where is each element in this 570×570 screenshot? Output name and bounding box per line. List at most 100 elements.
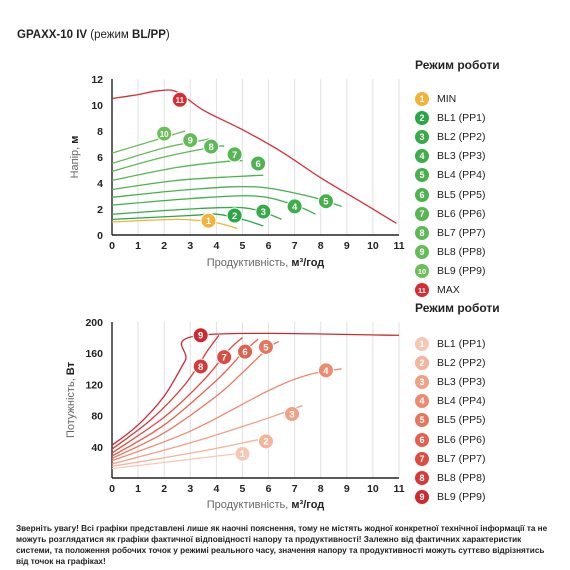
- series-marker-label: 9: [188, 136, 193, 147]
- series-marker-label: 5: [323, 197, 329, 208]
- legend-item: 5 BL5 (PP5): [415, 411, 485, 430]
- series-marker-label: 10: [160, 130, 169, 139]
- series-line-6: [111, 174, 264, 191]
- series-marker-3: [284, 406, 301, 423]
- series-line-7: [111, 159, 243, 182]
- legend-item: 1 MIN: [415, 89, 485, 108]
- x-tick-label: 2: [161, 240, 167, 252]
- series-line-7: [111, 337, 243, 454]
- x-tick-label: 6: [266, 240, 272, 252]
- y-tick-label: 4: [97, 178, 103, 190]
- legend-item: 3 BL2 (PP2): [415, 127, 485, 146]
- series-marker-6: [237, 343, 254, 360]
- legend-label: MIN: [437, 92, 457, 105]
- legend-label: BL2 (PP2): [437, 130, 486, 143]
- head-legend-title: Режим роботи: [415, 58, 500, 72]
- series-marker-7: [226, 146, 243, 163]
- x-tick-label: 7: [292, 483, 298, 495]
- y-tick-label: 40: [91, 442, 103, 454]
- mode-text: (режим: [90, 29, 133, 41]
- x-tick-label: 3: [187, 483, 193, 495]
- series-marker-4: [286, 198, 303, 215]
- series-marker-7: [216, 349, 233, 366]
- legend-item: 8 BL8 (PP8): [415, 468, 485, 487]
- y-tick-label: 12: [91, 74, 103, 86]
- y-axis-label: Напір, м: [69, 136, 81, 179]
- mode-close: ): [165, 29, 170, 41]
- legend-badge: 9: [415, 245, 429, 260]
- mode-value: BL/PP: [132, 29, 166, 41]
- legend-item: 9 BL9 (PP9): [415, 488, 485, 507]
- y-tick-label: 160: [85, 348, 103, 360]
- series-line-5: [111, 185, 342, 208]
- x-tick-label: 4: [213, 240, 219, 252]
- legend-badge: 3: [415, 374, 429, 389]
- y-tick-label: 6: [97, 152, 103, 164]
- series-marker-label: 4: [323, 366, 329, 377]
- legend-label: BL3 (PP3): [437, 150, 486, 163]
- series-marker-1: [200, 212, 217, 229]
- x-tick-label: 1: [135, 483, 141, 495]
- legend-badge: 5: [415, 413, 429, 428]
- legend-badge: 2: [415, 110, 429, 125]
- series-line-4: [111, 368, 342, 462]
- legend-label: BL6 (PP6): [437, 207, 486, 220]
- power-legend-title: Режим роботи: [415, 301, 500, 315]
- series-marker-5: [317, 193, 334, 210]
- disclaimer-note: Зверніть увагу! Всі графіки представлені…: [16, 524, 548, 566]
- series-marker-3: [255, 203, 272, 220]
- x-tick-label: 8: [318, 483, 324, 495]
- legend-badge: 6: [415, 432, 429, 447]
- series-marker-11: [171, 91, 188, 108]
- series-marker-label: 2: [263, 437, 268, 448]
- legend-badge: 7: [415, 206, 429, 221]
- series-marker-label: 1: [240, 449, 246, 460]
- series-marker-label: 5: [263, 342, 269, 353]
- legend-label: BL8 (PP8): [437, 471, 486, 484]
- x-tick-label: 11: [393, 240, 404, 252]
- series-line-11: [111, 89, 397, 224]
- legend-item: 2 BL1 (PP1): [415, 108, 485, 127]
- legend-badge: 8: [415, 470, 429, 485]
- series-marker-2: [257, 433, 274, 450]
- legend-item: 6 BL5 (PP5): [415, 185, 485, 204]
- series-line-8: [111, 145, 225, 172]
- series-marker-10: [156, 125, 173, 142]
- series-line-9: [111, 332, 400, 446]
- model-name: GPAXX-10 IV: [17, 29, 88, 41]
- x-tick-label: 2: [161, 483, 167, 495]
- legend-item: 7 BL7 (PP7): [415, 449, 485, 468]
- series-marker-5: [257, 338, 274, 355]
- series-marker-6: [250, 155, 267, 172]
- y-tick-label: 80: [91, 411, 103, 423]
- x-tick-label: 0: [109, 240, 115, 252]
- series-marker-label: 8: [208, 142, 213, 153]
- x-tick-label: 11: [393, 483, 404, 495]
- x-axis-label: Продуктивність, м³/год: [207, 257, 325, 269]
- x-tick-label: 1: [135, 240, 141, 252]
- legend-label: BL9 (PP9): [437, 265, 486, 278]
- x-axis-label: Продуктивність, м³/год: [207, 499, 325, 511]
- legend-label: BL4 (PP4): [437, 395, 486, 408]
- x-tick-label: 6: [266, 483, 272, 495]
- legend-badge: 5: [415, 168, 429, 183]
- legend-item: 6 BL6 (PP6): [415, 430, 485, 449]
- series-line-10: [111, 130, 186, 154]
- legend-item: 11 MAX: [415, 281, 485, 300]
- y-tick-label: 200: [85, 317, 103, 329]
- legend-item: 4 BL4 (PP4): [415, 392, 485, 411]
- legend-badge: 10: [415, 264, 429, 279]
- power-chart: 0 1 2 3 4 5 6 7 8 9 10 11 40 80 120 160 200 Продуктивніст…: [65, 317, 405, 511]
- series-marker-label: 3: [261, 207, 266, 218]
- y-axis-label: Потужність, Вт: [65, 361, 77, 438]
- series-line-8: [111, 334, 220, 450]
- power-legend: 1 BL1 (PP1) 2 BL2 (PP2) 3 BL3 (PP3) 4 BL4 (PP4)…: [415, 334, 485, 507]
- x-tick-label: 7: [292, 240, 298, 252]
- legend-badge: 7: [415, 451, 429, 466]
- series-marker-label: 7: [222, 353, 227, 364]
- y-tick-label: 10: [91, 100, 103, 112]
- legend-label: BL1 (PP1): [437, 337, 486, 350]
- series-line-2: [111, 436, 269, 467]
- legend-label: BL2 (PP2): [437, 356, 486, 369]
- series-line-3: [111, 206, 282, 221]
